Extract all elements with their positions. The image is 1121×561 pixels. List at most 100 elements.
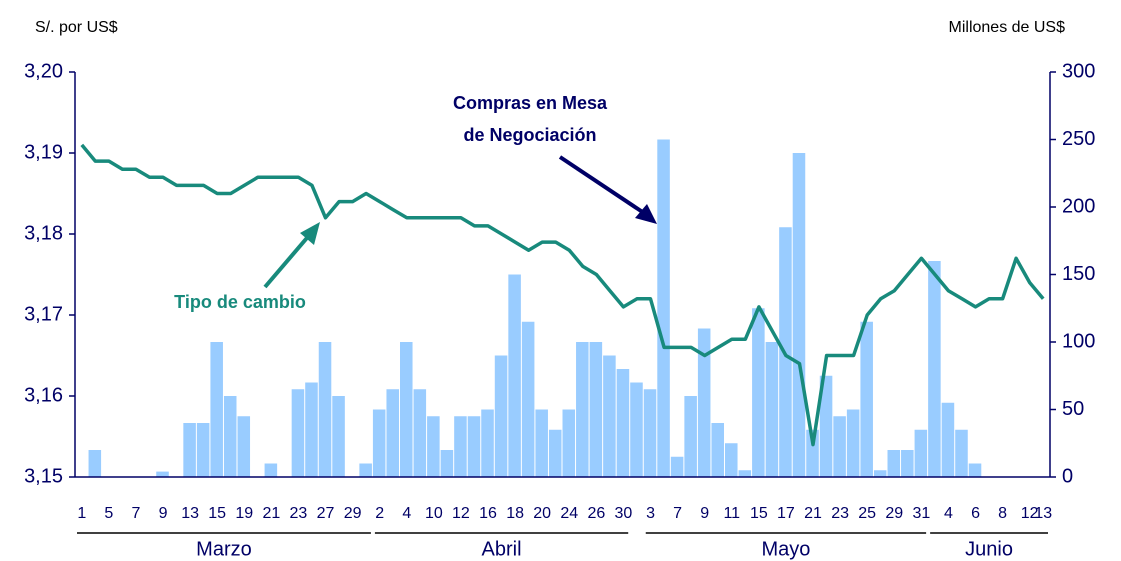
y2-tick-label: 100 — [1062, 330, 1095, 352]
bar — [684, 396, 697, 477]
arrow — [558, 155, 652, 219]
bar — [521, 321, 535, 477]
arrow — [263, 230, 314, 289]
bar — [359, 463, 372, 477]
y2-axis-label: Millones de US$ — [949, 19, 1066, 36]
arrow-head — [635, 204, 657, 224]
x-tick-label: 25 — [858, 505, 876, 522]
month-label: Mayo — [761, 538, 810, 560]
x-tick-label: 21 — [804, 505, 822, 522]
bar — [183, 423, 196, 477]
month-label: Marzo — [196, 538, 252, 560]
annotation: Tipo de cambio — [174, 292, 306, 312]
bar — [928, 261, 941, 477]
bar — [643, 389, 657, 477]
bar — [440, 450, 454, 477]
x-tick-label: 15 — [208, 505, 226, 522]
x-tick-label: 15 — [750, 505, 768, 522]
bar — [548, 429, 562, 477]
bar — [562, 409, 576, 477]
bar — [508, 274, 521, 477]
y2-tick-label: 250 — [1062, 128, 1095, 150]
x-tick-label: 23 — [831, 505, 849, 522]
bar — [372, 409, 386, 477]
x-tick-label: 24 — [560, 505, 578, 522]
bar — [725, 443, 738, 477]
y-tick-label: 3,15 — [24, 465, 63, 487]
bar — [887, 450, 901, 477]
x-tick-label: 26 — [587, 505, 605, 522]
month-label: Abril — [482, 538, 522, 560]
x-tick-label: 19 — [235, 505, 253, 522]
bar — [670, 456, 684, 477]
bar — [386, 389, 399, 477]
bar — [955, 429, 968, 477]
x-tick-label: 7 — [673, 505, 682, 522]
x-tick-label: 9 — [159, 505, 168, 522]
month-label: Junio — [965, 538, 1013, 560]
bar — [901, 450, 914, 477]
bar — [454, 416, 467, 477]
bar — [806, 429, 819, 477]
x-tick-label: 21 — [262, 505, 280, 522]
y2-tick-label: 300 — [1062, 60, 1095, 82]
arrow-head — [300, 222, 320, 245]
bar — [481, 409, 494, 477]
x-tick-label: 23 — [290, 505, 308, 522]
bar — [494, 355, 508, 477]
x-tick-label: 1 — [77, 505, 86, 522]
bar — [305, 382, 318, 477]
bar — [589, 342, 603, 477]
x-tick-label: 5 — [104, 505, 113, 522]
x-tick-label: 30 — [615, 505, 633, 522]
bar — [223, 396, 237, 477]
bar — [427, 416, 440, 477]
y2-tick-label: 150 — [1062, 263, 1095, 285]
bar — [711, 423, 724, 477]
bar — [467, 416, 481, 477]
bar — [535, 409, 548, 477]
x-tick-label: 9 — [700, 505, 709, 522]
bar — [156, 471, 169, 477]
x-tick-label: 6 — [971, 505, 980, 522]
bar — [819, 375, 833, 477]
bar — [88, 450, 102, 477]
x-tick-label: 27 — [317, 505, 335, 522]
bar — [752, 308, 765, 477]
y-axis-label: S/. por US$ — [35, 19, 118, 36]
bar — [657, 139, 670, 477]
bar — [792, 153, 806, 477]
y-tick-label: 3,19 — [24, 141, 63, 163]
bar — [196, 423, 210, 477]
x-tick-label: 8 — [998, 505, 1007, 522]
bar — [603, 355, 616, 477]
y2-tick-label: 50 — [1062, 398, 1084, 420]
annotation: de Negociación — [463, 125, 596, 145]
bar — [291, 389, 305, 477]
y2-tick-label: 200 — [1062, 195, 1095, 217]
x-tick-label: 3 — [646, 505, 655, 522]
x-tick-label: 2 — [375, 505, 384, 522]
bar — [697, 328, 711, 477]
bar — [873, 470, 887, 477]
x-tick-label: 20 — [533, 505, 551, 522]
annotation: Compras en Mesa — [453, 93, 608, 113]
bar — [914, 429, 928, 477]
bar — [318, 342, 332, 477]
bar — [264, 463, 278, 477]
bar — [846, 409, 860, 477]
bar — [765, 342, 779, 477]
x-tick-label: 10 — [425, 505, 443, 522]
bar — [941, 402, 955, 477]
bar — [400, 342, 413, 477]
bar — [237, 416, 251, 477]
y-tick-label: 3,16 — [24, 384, 63, 406]
bar — [576, 342, 589, 477]
bar — [413, 389, 427, 477]
x-tick-label: 18 — [506, 505, 524, 522]
bar — [616, 369, 630, 477]
x-tick-label: 17 — [777, 505, 795, 522]
x-tick-label: 4 — [402, 505, 411, 522]
x-tick-label: 12 — [452, 505, 470, 522]
